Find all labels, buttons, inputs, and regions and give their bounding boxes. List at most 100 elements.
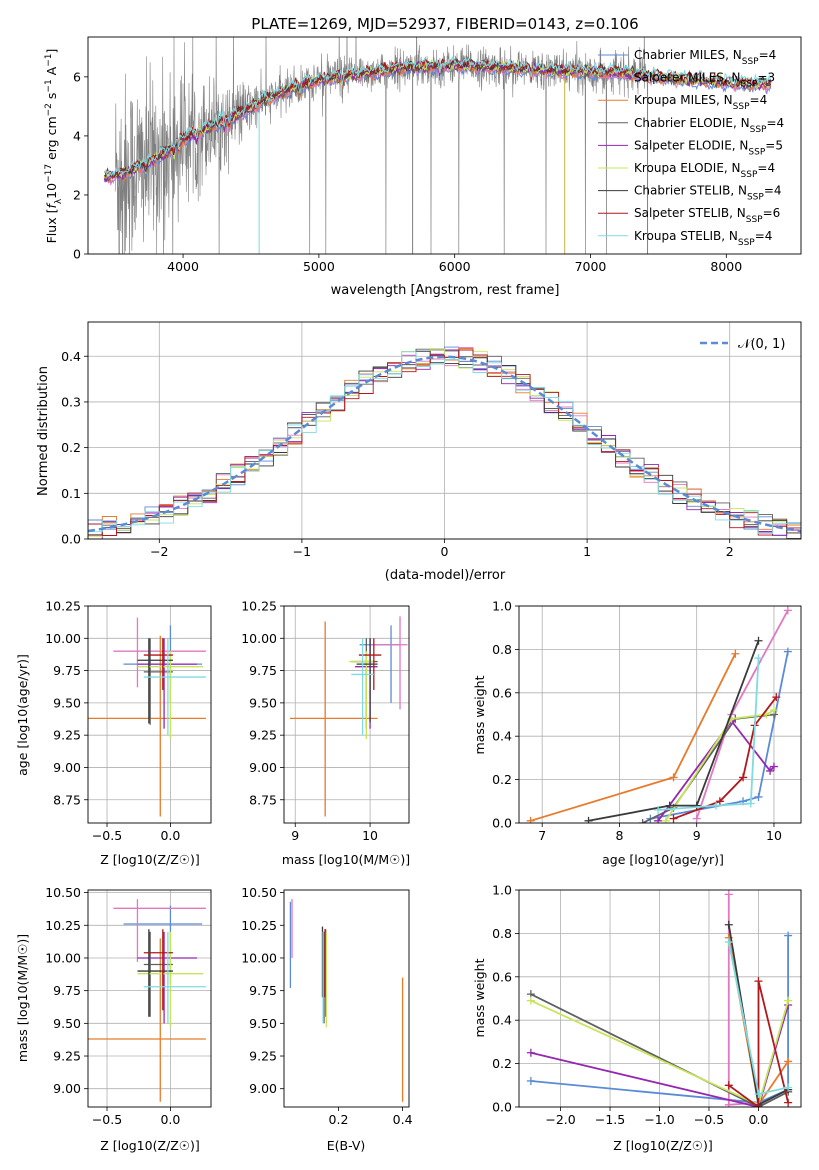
series-marker xyxy=(783,606,792,615)
series-line-c3 xyxy=(530,993,789,1107)
spectrum-plot-area xyxy=(103,37,772,254)
series-marker xyxy=(724,890,733,899)
series-marker xyxy=(654,805,663,814)
age_vs_z-plot-area xyxy=(88,617,206,817)
series-marker xyxy=(526,1048,535,1057)
y-tick-label: 9.50 xyxy=(249,1016,277,1031)
y-tick-label: 0.3 xyxy=(61,394,81,409)
normal-curve xyxy=(88,355,801,533)
series-marker xyxy=(766,766,775,775)
x-tick-label: 10 xyxy=(766,828,782,843)
mass_vs_z-axes: −0.5 0.0 9.00 9.25 9.50 9.75 10.00 10.25 10.50 xyxy=(45,885,211,1127)
series-line-c5 xyxy=(665,709,775,822)
y-tick-label: 0.6 xyxy=(492,969,512,984)
y-tick-label: 9.75 xyxy=(249,663,277,678)
y-tick-label: 10.25 xyxy=(241,918,277,933)
legend-entry: Chabrier STELIB, NSSP=4 xyxy=(634,184,782,203)
y-tick-label: 0.2 xyxy=(492,772,512,787)
series-marker xyxy=(526,1076,535,1085)
observed-spectrum-line xyxy=(114,37,648,254)
weight_vs_age-xlabel: age [log10(age/yr)] xyxy=(602,852,724,867)
y-tick-label: 9.75 xyxy=(53,663,81,678)
series-marker xyxy=(661,816,670,823)
mass_vs_z-xlabel: Z [log10(Z/Z☉)] xyxy=(100,1138,200,1153)
y-tick-label: 9.50 xyxy=(249,695,277,710)
x-tick-label: −0.5 xyxy=(694,1112,724,1127)
series-marker xyxy=(754,636,763,645)
y-tick-label: 10.50 xyxy=(45,885,81,900)
y-tick-label: 0 xyxy=(73,247,81,262)
x-tick-label: 0.0 xyxy=(160,828,180,843)
spectrum-ylabel: Flux [fλ10−17 erg cm−2 s−1 A−1] xyxy=(44,49,64,244)
y-tick-label: 9.25 xyxy=(53,1049,81,1064)
y-tick-label: 9.25 xyxy=(53,728,81,743)
y-tick-label: 9.50 xyxy=(53,1016,81,1031)
y-tick-label: 10.25 xyxy=(241,599,277,614)
x-tick-label: 7 xyxy=(538,828,546,843)
model-spectrum-c8 xyxy=(104,55,772,177)
x-tick-label: 8 xyxy=(615,828,623,843)
residual-ylabel: Normed distribution xyxy=(36,366,51,496)
series-marker xyxy=(669,814,678,823)
weight_vs_z-xlabel: Z [log10(Z/Z☉)] xyxy=(613,1138,713,1153)
mass_vs_ebv-xlabel: E(B-V) xyxy=(327,1138,366,1153)
x-tick-label: −1 xyxy=(293,544,311,559)
x-tick-label: 1 xyxy=(583,544,591,559)
x-tick-label: 5000 xyxy=(303,259,335,274)
age_vs_mass-xlabel: mass [log10(M/M☉)] xyxy=(282,852,410,867)
legend-entry: Kroupa ELODIE, NSSP=4 xyxy=(634,161,775,180)
residual-plot-area xyxy=(88,346,801,539)
age_vs_z-ylabel: age [log10(age/yr)] xyxy=(15,654,30,776)
x-tick-label: 6000 xyxy=(439,259,471,274)
y-tick-label: 0.0 xyxy=(61,532,81,547)
series-marker xyxy=(692,801,701,810)
x-tick-label: 0.2 xyxy=(329,1112,349,1127)
series-marker xyxy=(526,816,535,823)
mass_vs_ebv-plot-area xyxy=(289,899,404,1102)
series-marker xyxy=(754,977,763,986)
y-tick-label: 0.0 xyxy=(492,1100,512,1115)
mass_vs_z-plot-area xyxy=(88,899,206,1102)
residuals-frame xyxy=(87,321,802,540)
age_vs_z-frame xyxy=(87,605,212,824)
series-marker xyxy=(526,996,535,1005)
series-marker xyxy=(669,773,678,782)
spectrum-axes: 4000 5000 6000 7000 8000 0 2 4 6 xyxy=(73,69,742,274)
series-marker xyxy=(654,816,663,823)
y-tick-label: 10.00 xyxy=(45,631,81,646)
series-marker xyxy=(692,814,701,823)
series-marker xyxy=(584,816,593,823)
spectrum-title: PLATE=1269, MJD=52937, FIBERID=0143, z=0… xyxy=(251,15,638,33)
series-marker xyxy=(784,1083,793,1092)
y-tick-label: 9.00 xyxy=(53,760,81,775)
x-tick-label: −0.5 xyxy=(92,828,122,843)
x-tick-label: −2.0 xyxy=(545,1112,575,1127)
series-marker xyxy=(724,1081,733,1090)
series-marker xyxy=(724,1100,733,1107)
x-tick-label: 7000 xyxy=(575,259,607,274)
series-marker xyxy=(784,931,793,940)
y-tick-label: 9.25 xyxy=(249,728,277,743)
series-marker xyxy=(712,801,721,810)
x-tick-label: 2 xyxy=(726,544,734,559)
age_vs_mass-frame xyxy=(283,605,410,824)
series-marker xyxy=(784,1057,793,1066)
age_vs_z-axes: −0.5 0.0 8.75 9.00 9.25 9.50 9.75 10.00 10.25 xyxy=(45,599,211,843)
y-tick-label: 6 xyxy=(73,69,81,84)
series-marker xyxy=(754,1103,763,1107)
legend-entry: 𝒩(0, 1) xyxy=(738,337,785,352)
series-marker xyxy=(739,773,748,782)
x-tick-label: 0.0 xyxy=(749,1112,769,1127)
series-line-c0 xyxy=(530,935,789,1104)
series-line-c6 xyxy=(588,640,760,822)
x-tick-label: 9 xyxy=(693,828,701,843)
x-tick-label: −2 xyxy=(150,544,168,559)
series-marker xyxy=(754,792,763,801)
y-tick-label: 10.50 xyxy=(241,885,277,900)
legend-entry: Chabrier ELODIE, NSSP=4 xyxy=(634,116,784,135)
weight_vs_z-frame xyxy=(518,889,802,1108)
series-marker xyxy=(772,693,781,702)
age_vs_mass-axes: 9 10 8.75 9.00 9.25 9.50 9.75 10.00 10.25 xyxy=(241,599,409,843)
spectrum-legend: Chabrier MILES, NSSP=4 Salpeter MILES, NS… xyxy=(598,48,784,248)
mass_vs_z-frame xyxy=(87,889,212,1108)
